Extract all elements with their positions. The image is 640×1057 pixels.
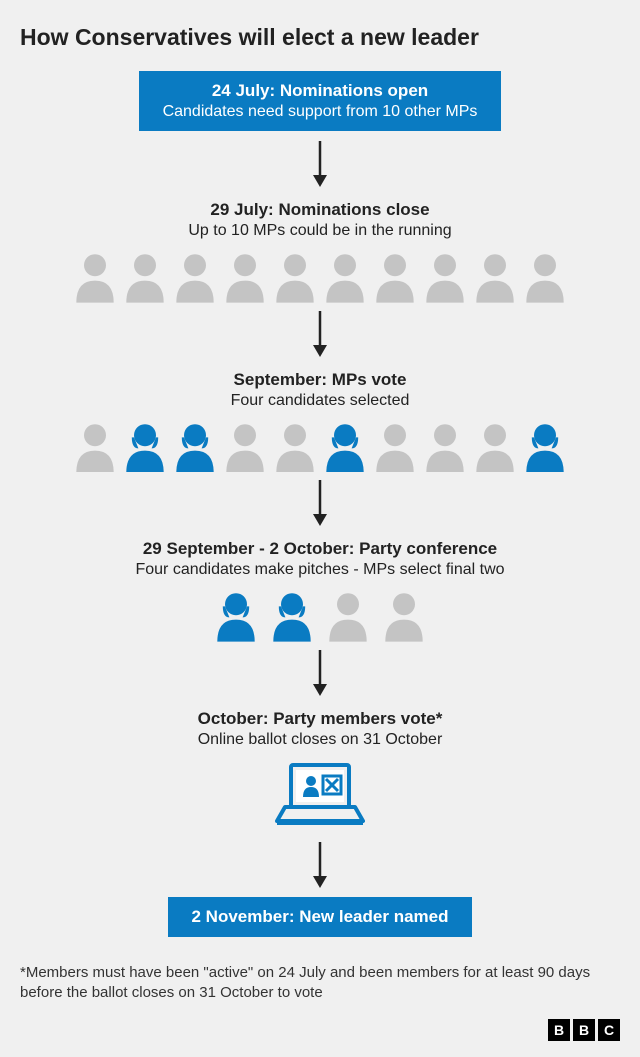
person-icon	[73, 252, 117, 303]
person-icon	[373, 252, 417, 303]
step-s6: 2 November: New leader named	[168, 897, 473, 937]
page-title: How Conservatives will elect a new leade…	[20, 24, 620, 51]
step-subtitle: Four candidates selected	[231, 392, 410, 410]
person-icon	[323, 422, 367, 473]
step-subtitle: Online ballot closes on 31 October	[198, 731, 443, 749]
people-row	[73, 252, 567, 303]
step-s1: 24 July: Nominations open Candidates need…	[139, 71, 502, 131]
person-icon	[326, 591, 370, 642]
person-icon	[473, 422, 517, 473]
footnote: *Members must have been "active" on 24 J…	[20, 963, 620, 1004]
logo-letter: B	[548, 1019, 570, 1041]
person-icon	[123, 252, 167, 303]
arrow-icon	[311, 842, 329, 893]
step-subtitle: Up to 10 MPs could be in the running	[188, 222, 451, 240]
step-s2: 29 July: Nominations close Up to 10 MPs c…	[188, 200, 451, 240]
step-s5: October: Party members vote* Online ballo…	[198, 709, 443, 749]
step-title: 24 July: Nominations open	[163, 81, 478, 101]
arrow-icon	[311, 141, 329, 192]
person-icon	[323, 252, 367, 303]
step-s3: September: MPs vote Four candidates selec…	[231, 370, 410, 410]
person-icon	[423, 252, 467, 303]
person-icon	[382, 591, 426, 642]
step-title: 2 November: New leader named	[192, 907, 449, 927]
step-title: October: Party members vote*	[198, 709, 443, 729]
person-icon	[523, 252, 567, 303]
person-icon	[123, 422, 167, 473]
step-title: 29 July: Nominations close	[188, 200, 451, 220]
arrow-icon	[311, 480, 329, 531]
bbc-logo: BBC	[20, 1019, 620, 1041]
person-icon	[223, 422, 267, 473]
person-icon	[173, 252, 217, 303]
person-icon	[73, 422, 117, 473]
person-icon	[214, 591, 258, 642]
arrow-icon	[311, 311, 329, 362]
flowchart: 24 July: Nominations open Candidates need…	[20, 71, 620, 939]
step-title: September: MPs vote	[231, 370, 410, 390]
person-icon	[270, 591, 314, 642]
person-icon	[523, 422, 567, 473]
logo-letter: B	[573, 1019, 595, 1041]
people-row	[73, 422, 567, 473]
step-s4: 29 September - 2 October: Party conferen…	[135, 539, 504, 579]
step-subtitle: Candidates need support from 10 other MP…	[163, 103, 478, 121]
step-subtitle: Four candidates make pitches - MPs selec…	[135, 561, 504, 579]
person-icon	[273, 252, 317, 303]
logo-letter: C	[598, 1019, 620, 1041]
person-icon	[423, 422, 467, 473]
person-icon	[473, 252, 517, 303]
person-icon	[173, 422, 217, 473]
person-icon	[273, 422, 317, 473]
laptop-icon	[275, 759, 365, 834]
arrow-icon	[311, 650, 329, 701]
people-row	[214, 591, 426, 642]
person-icon	[373, 422, 417, 473]
person-icon	[223, 252, 267, 303]
step-title: 29 September - 2 October: Party conferen…	[135, 539, 504, 559]
